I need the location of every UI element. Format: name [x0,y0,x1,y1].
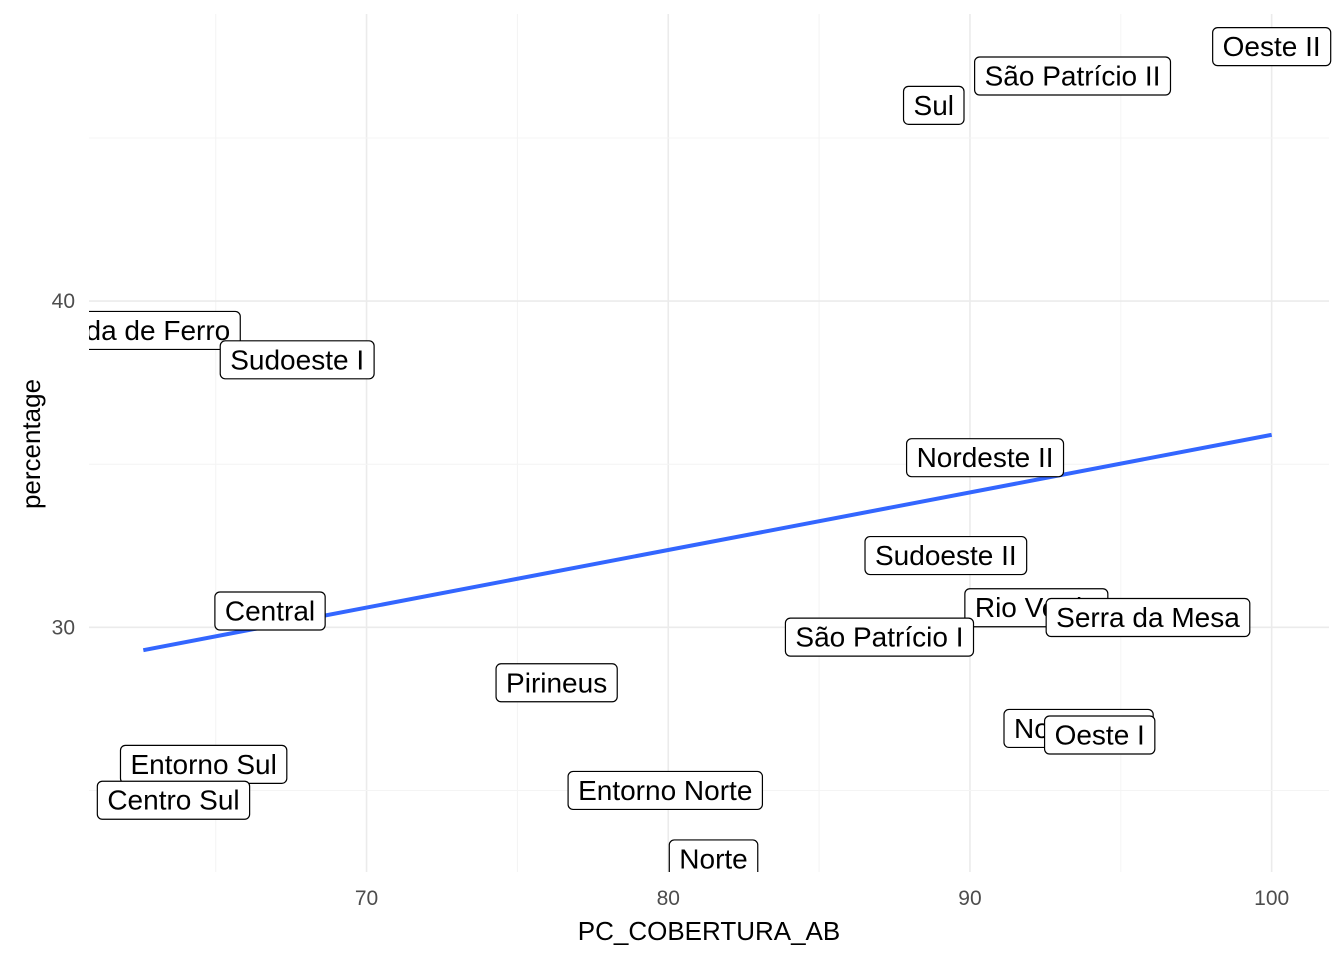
point-label: Sudoeste II [864,535,1028,576]
point-label: Centro Sul [96,780,251,820]
point-label: São Patrício I [784,617,975,657]
point-label: Central [214,591,326,631]
point-label-text: Sudoeste I [230,344,364,375]
x-tick-label: 80 [657,887,680,910]
point-label-box [905,438,1065,478]
point-label-box [902,85,965,125]
trend-line-group [142,432,1273,653]
point-label-text: Serra da Mesa [1056,602,1240,633]
point-label-box [1045,597,1251,638]
x-tick-label: 70 [355,887,378,910]
point-label-box [864,535,1028,576]
point-label-box [96,780,251,820]
point-label: Oeste I [1043,715,1156,755]
point-label-box [219,340,375,380]
point-label-box [495,663,618,703]
point-label-box [214,591,326,631]
point-label-text: São Patrício II [985,60,1161,91]
point-label-box [668,839,759,872]
point-label-box [1043,715,1156,755]
point-label: Estrada de Ferro [20,310,241,351]
point-label-text: Sudoeste II [875,540,1017,571]
point-label-box [89,310,241,351]
point-label: Entorno Norte [567,770,764,811]
point-label: Pirineus [495,663,618,703]
point-label-text: Central [225,596,315,627]
y-tick-label: 40 [52,290,75,313]
point-label-box [784,617,975,657]
point-label: São Patrício II [974,56,1172,96]
point-labels: Oeste II São Patrício II Sul Estrada de Fer… [20,27,1332,874]
point-label: Serra da Mesa [1045,597,1251,638]
point-label-text: Oeste II [1223,31,1321,62]
x-tick-label: 90 [958,887,981,910]
tick-labels: 70 80 90 100 30 40 [52,290,1290,910]
x-axis-title: PC_COBERTURA_AB [578,916,841,946]
x-tick-label: 100 [1254,887,1289,910]
point-label: Entorno Sul [119,744,288,784]
point-label-text: Norte [679,843,747,874]
y-tick-label: 30 [52,616,75,639]
point-label-box [567,770,764,811]
point-label-text: São Patrício I [795,622,963,653]
point-label-text: Nordeste II [917,442,1054,473]
point-label-text: Pirineus [506,667,607,698]
point-label-text: Oeste I [1055,719,1145,750]
point-label-box [974,56,1172,96]
point-label: Oeste II [1212,27,1332,67]
point-label-text: Sul [914,90,954,121]
point-label: Norte [668,839,759,874]
point-label: Sudoeste I [219,340,375,380]
y-axis-title: percentage [16,379,46,509]
point-label: Sul [902,85,965,125]
point-label-text: Entorno Sul [130,749,276,780]
point-label-text: Estrada de Ferro [20,315,230,346]
point-label-text: Entorno Norte [578,775,752,806]
point-label-text: Centro Sul [107,785,239,816]
point-label: Nordeste II [905,438,1065,478]
trend-line [142,432,1273,653]
point-label-box [1212,27,1332,67]
